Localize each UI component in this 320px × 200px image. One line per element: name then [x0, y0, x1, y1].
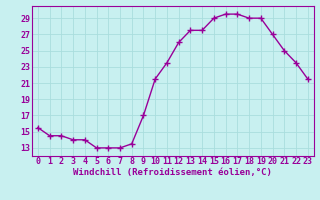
X-axis label: Windchill (Refroidissement éolien,°C): Windchill (Refroidissement éolien,°C): [73, 168, 272, 177]
